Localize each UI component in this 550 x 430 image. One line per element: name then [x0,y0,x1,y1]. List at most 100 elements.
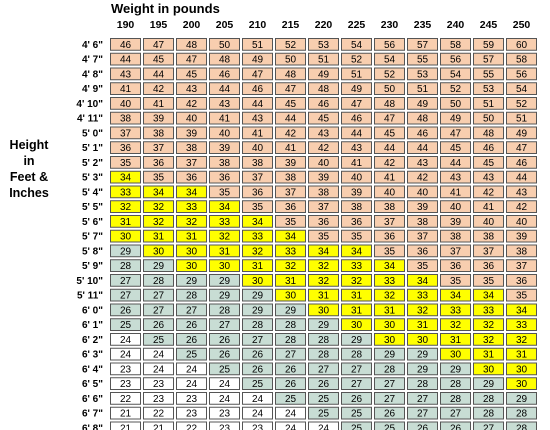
bmi-cell-value: 36 [153,158,165,169]
bmi-cell-value: 46 [252,84,264,95]
bmi-cell [374,170,405,184]
bmi-cell [341,259,372,272]
bmi-cell-value: 51 [516,114,528,125]
height-row-label: 5' 2" [82,158,103,169]
bmi-cell [275,215,306,228]
bmi-cell-value: 52 [450,84,462,95]
bmi-cell-value: 39 [450,217,462,228]
bmi-cell [407,156,438,169]
bmi-cell-value: 42 [285,128,297,139]
bmi-cell [143,126,174,140]
bmi-cell-value: 28 [318,350,330,361]
bmi-cell-value: 23 [153,394,165,405]
bmi-cell-value: 43 [516,187,528,198]
bmi-cell [440,170,471,184]
bmi-cell [374,38,405,51]
bmi-cell [440,229,471,243]
bmi-cell [473,392,504,405]
bmi-cell [506,347,537,361]
height-row-label: 5' 1" [82,143,103,154]
bmi-cell [473,288,504,302]
bmi-cell [506,156,537,169]
bmi-cell [341,141,372,154]
bmi-cell-value: 27 [351,364,363,375]
bmi-cell-value: 40 [318,158,330,169]
bmi-cell [242,333,273,346]
bmi-cell [143,97,174,110]
bmi-cell-value: 34 [285,232,297,243]
bmi-cell-value: 25 [351,423,363,430]
bmi-cell-value: 39 [186,128,198,139]
bmi-cell-value: 34 [483,291,495,302]
bmi-cell [374,111,405,125]
bmi-cell [143,170,174,184]
bmi-cell [176,259,207,272]
bmi-cell [473,156,504,169]
bmi-cell-value: 42 [186,99,198,110]
bmi-cell-value: 45 [285,99,297,110]
bmi-cell-value: 40 [252,143,264,154]
bmi-cell-value: 35 [483,276,495,287]
bmi-cell [374,421,405,430]
bmi-cell-value: 52 [351,55,363,66]
bmi-cell [176,67,207,81]
bmi-cell [275,141,306,154]
bmi-cell-value: 41 [252,128,264,139]
bmi-cell-value: 45 [483,158,495,169]
bmi-cell-value: 47 [384,114,396,125]
bmi-cell-value: 31 [384,305,396,316]
bmi-cell [473,259,504,272]
bmi-cell-value: 28 [417,379,429,390]
bmi-cell [308,333,339,346]
bmi-cell-value: 33 [516,320,528,331]
bmi-cell [440,38,471,51]
bmi-cell [176,215,207,228]
bmi-cell-value: 47 [516,143,528,154]
bmi-cell-value: 27 [153,305,165,316]
bmi-cell [440,377,471,390]
bmi-cell-value: 28 [120,261,132,272]
bmi-cell-value: 50 [483,114,495,125]
bmi-cell [440,82,471,95]
bmi-cell-value: 35 [516,291,528,302]
bmi-cell [209,200,240,213]
bmi-cell-value: 38 [516,246,528,257]
bmi-cell-value: 31 [516,350,528,361]
bmi-cell-value: 24 [186,379,198,390]
bmi-cell [176,52,207,66]
bmi-cell-value: 43 [450,173,462,184]
bmi-cell-value: 30 [417,335,429,346]
bmi-cell-value: 33 [450,305,462,316]
bmi-cell [374,229,405,243]
bmi-cell [275,126,306,140]
bmi-cell-value: 34 [450,291,462,302]
bmi-cell [440,421,471,430]
bmi-cell [209,82,240,95]
bmi-cell [308,215,339,228]
bmi-cell [209,392,240,405]
bmi-cell [473,215,504,228]
bmi-cell-value: 25 [153,335,165,346]
bmi-cell [374,200,405,213]
bmi-cell-value: 28 [483,409,495,420]
bmi-cell [308,347,339,361]
bmi-cell [341,52,372,66]
bmi-cell [374,97,405,110]
bmi-cell [374,362,405,376]
bmi-cell [275,82,306,95]
bmi-cell-value: 35 [450,276,462,287]
bmi-cell-value: 26 [285,379,297,390]
bmi-cell-value: 30 [483,364,495,375]
bmi-cell [176,244,207,258]
height-row-label: 6' 3" [82,350,103,361]
bmi-cell-value: 23 [219,423,231,430]
bmi-cell [506,244,537,258]
bmi-cell [440,347,471,361]
bmi-cell-value: 34 [186,187,198,198]
bmi-cell-value: 43 [351,143,363,154]
y-axis-title-line: in [23,154,35,168]
bmi-cell [143,244,174,258]
bmi-cell-value: 43 [417,158,429,169]
bmi-cell [110,170,141,184]
bmi-cell [143,362,174,376]
